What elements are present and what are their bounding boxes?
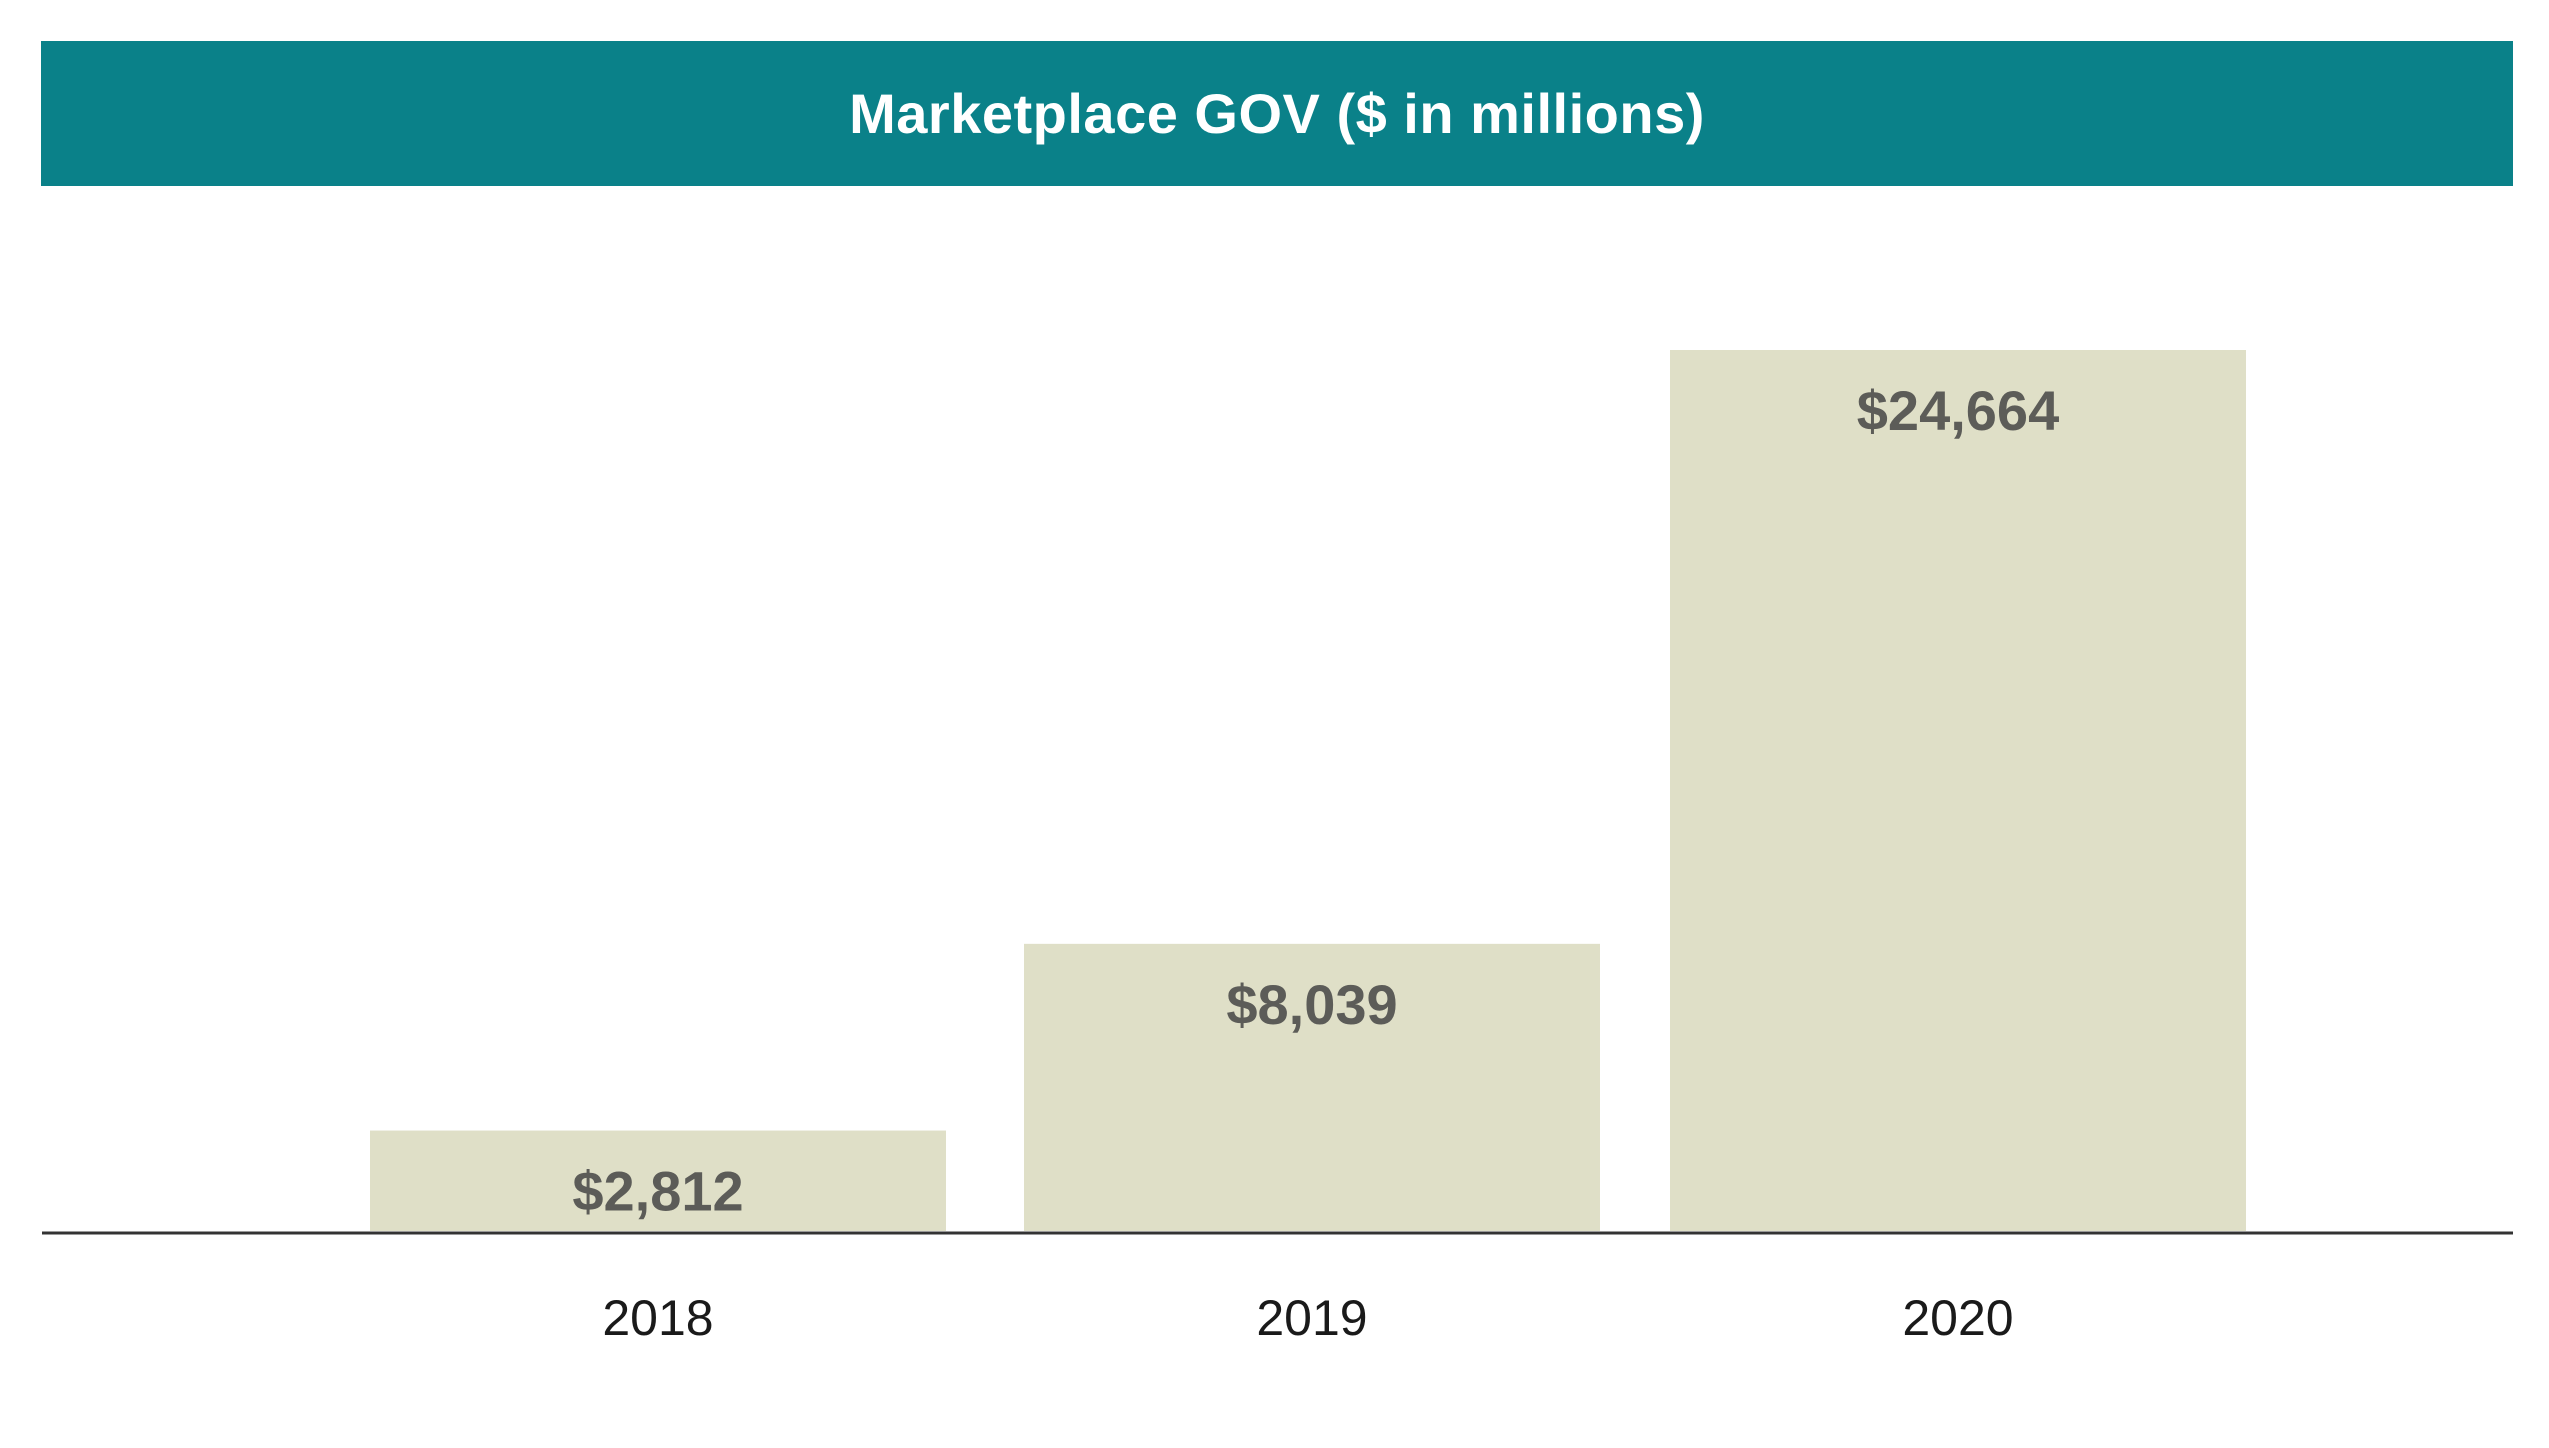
bar-2020 — [1670, 350, 2246, 1231]
x-tick-label-2018: 2018 — [602, 1290, 713, 1346]
title-banner: Marketplace GOV ($ in millions) — [41, 41, 2513, 186]
bars-group — [370, 350, 2246, 1231]
x-tick-label-2019: 2019 — [1256, 1290, 1367, 1346]
value-label-2018: $2,812 — [572, 1160, 743, 1223]
x-tick-label-2020: 2020 — [1902, 1290, 2013, 1346]
labels-group: $2,812 2018 $8,039 2019 $24,664 2020 — [572, 379, 2059, 1346]
bar-2018 — [370, 1130, 946, 1231]
chart-title: Marketplace GOV ($ in millions) — [849, 82, 1705, 145]
bar-2019 — [1024, 943, 1600, 1231]
value-label-2020: $24,664 — [1857, 379, 2059, 442]
value-label-2019: $8,039 — [1226, 973, 1397, 1036]
